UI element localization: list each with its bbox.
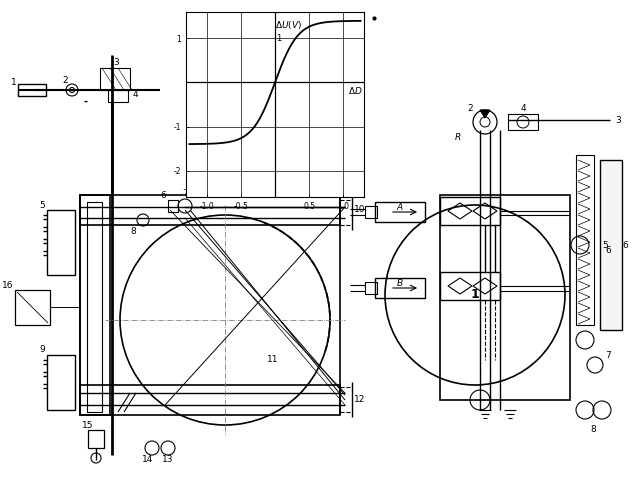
Text: 16: 16 xyxy=(3,282,13,291)
Text: 11: 11 xyxy=(268,356,279,365)
Text: 15: 15 xyxy=(83,420,93,429)
Bar xyxy=(80,195,110,415)
Bar xyxy=(576,155,594,325)
Bar xyxy=(100,68,130,90)
Bar xyxy=(508,114,538,130)
Text: A: A xyxy=(397,203,403,212)
Text: 1: 1 xyxy=(276,34,282,43)
Bar xyxy=(47,355,75,410)
Text: 8: 8 xyxy=(130,227,136,236)
Text: 5: 5 xyxy=(39,200,45,209)
Bar xyxy=(88,430,104,448)
Text: 10: 10 xyxy=(355,205,365,214)
Text: 12: 12 xyxy=(355,395,365,404)
Polygon shape xyxy=(480,110,490,118)
Text: $\Delta D$: $\Delta D$ xyxy=(348,85,363,96)
Text: 6: 6 xyxy=(605,245,611,255)
Text: 8: 8 xyxy=(590,425,596,434)
Bar xyxy=(375,202,425,222)
Bar xyxy=(15,290,50,325)
Text: 6: 6 xyxy=(160,191,166,200)
Bar xyxy=(87,202,102,412)
Text: 4: 4 xyxy=(132,90,138,99)
Text: 14: 14 xyxy=(142,455,154,464)
Text: 1: 1 xyxy=(11,78,17,87)
Text: -: - xyxy=(84,97,88,107)
Bar xyxy=(365,282,377,294)
Text: B: B xyxy=(397,280,403,289)
Text: $\Delta U(V)$: $\Delta U(V)$ xyxy=(275,19,302,31)
Bar xyxy=(365,206,377,218)
Text: 3: 3 xyxy=(615,116,621,125)
Bar xyxy=(375,278,425,298)
Bar xyxy=(80,385,340,415)
Bar xyxy=(440,197,500,225)
Bar xyxy=(18,84,46,96)
Text: 7: 7 xyxy=(182,188,188,197)
Text: 7: 7 xyxy=(605,351,611,360)
Bar xyxy=(168,200,178,212)
Text: 6: 6 xyxy=(622,240,628,249)
Bar xyxy=(440,272,500,300)
Text: 13: 13 xyxy=(163,455,173,464)
Text: 2: 2 xyxy=(62,76,68,85)
Text: R: R xyxy=(455,133,461,142)
Bar xyxy=(80,195,340,225)
Bar xyxy=(47,210,75,275)
Text: 9: 9 xyxy=(39,346,45,355)
Text: 2: 2 xyxy=(467,104,473,113)
Text: 5: 5 xyxy=(602,240,608,249)
Bar xyxy=(440,195,570,400)
Text: 1: 1 xyxy=(470,289,479,302)
Text: 3: 3 xyxy=(113,58,119,67)
Bar xyxy=(600,160,622,330)
Bar xyxy=(108,90,128,102)
Text: 4: 4 xyxy=(520,104,526,113)
